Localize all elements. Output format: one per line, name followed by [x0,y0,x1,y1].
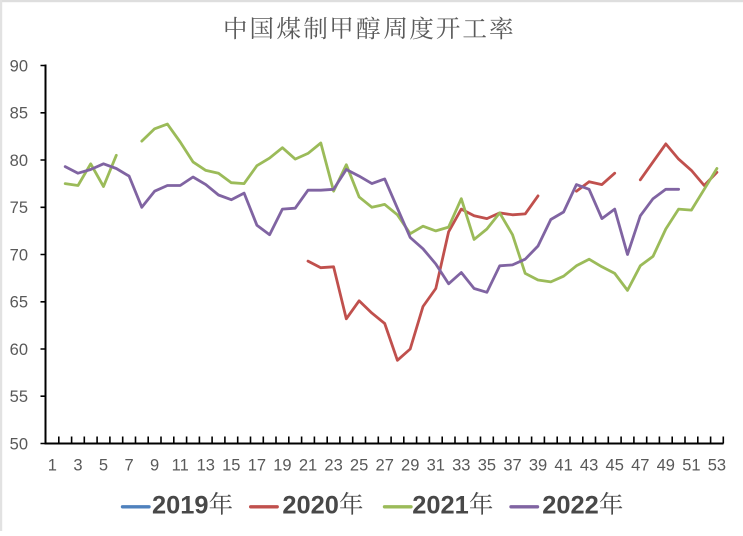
svg-text:35: 35 [478,457,496,475]
svg-text:25: 25 [350,457,368,475]
svg-text:65: 65 [10,294,28,312]
svg-text:27: 27 [376,457,394,475]
svg-text:17: 17 [248,457,266,475]
svg-text:23: 23 [324,457,342,475]
svg-text:45: 45 [606,457,624,475]
svg-text:70: 70 [10,246,28,264]
svg-text:19: 19 [273,457,291,475]
svg-text:9: 9 [150,457,159,475]
svg-text:41: 41 [554,457,572,475]
svg-text:5: 5 [99,457,108,475]
svg-text:3: 3 [73,457,82,475]
svg-text:21: 21 [299,457,317,475]
svg-text:50: 50 [10,435,28,453]
svg-text:80: 80 [10,152,28,170]
svg-text:39: 39 [529,457,547,475]
svg-text:85: 85 [10,105,28,123]
svg-text:7: 7 [125,457,134,475]
svg-text:1: 1 [48,457,57,475]
svg-text:37: 37 [503,457,521,475]
svg-text:49: 49 [657,457,675,475]
svg-text:2022: 2022 [542,492,598,520]
svg-text:53: 53 [708,457,726,475]
svg-text:2021: 2021 [412,492,468,520]
svg-text:47: 47 [631,457,649,475]
svg-text:55: 55 [10,388,28,406]
svg-text:2020: 2020 [282,492,338,520]
svg-text:29: 29 [401,457,419,475]
svg-text:11: 11 [172,457,189,475]
svg-text:2019: 2019 [152,492,208,520]
svg-text:13: 13 [197,457,215,475]
svg-text:60: 60 [10,341,28,359]
svg-text:51: 51 [682,457,700,475]
svg-text:43: 43 [580,457,598,475]
svg-text:31: 31 [427,457,445,475]
svg-text:33: 33 [452,457,470,475]
svg-text:90: 90 [10,57,28,75]
svg-text:75: 75 [10,199,28,217]
svg-text:15: 15 [222,457,240,475]
